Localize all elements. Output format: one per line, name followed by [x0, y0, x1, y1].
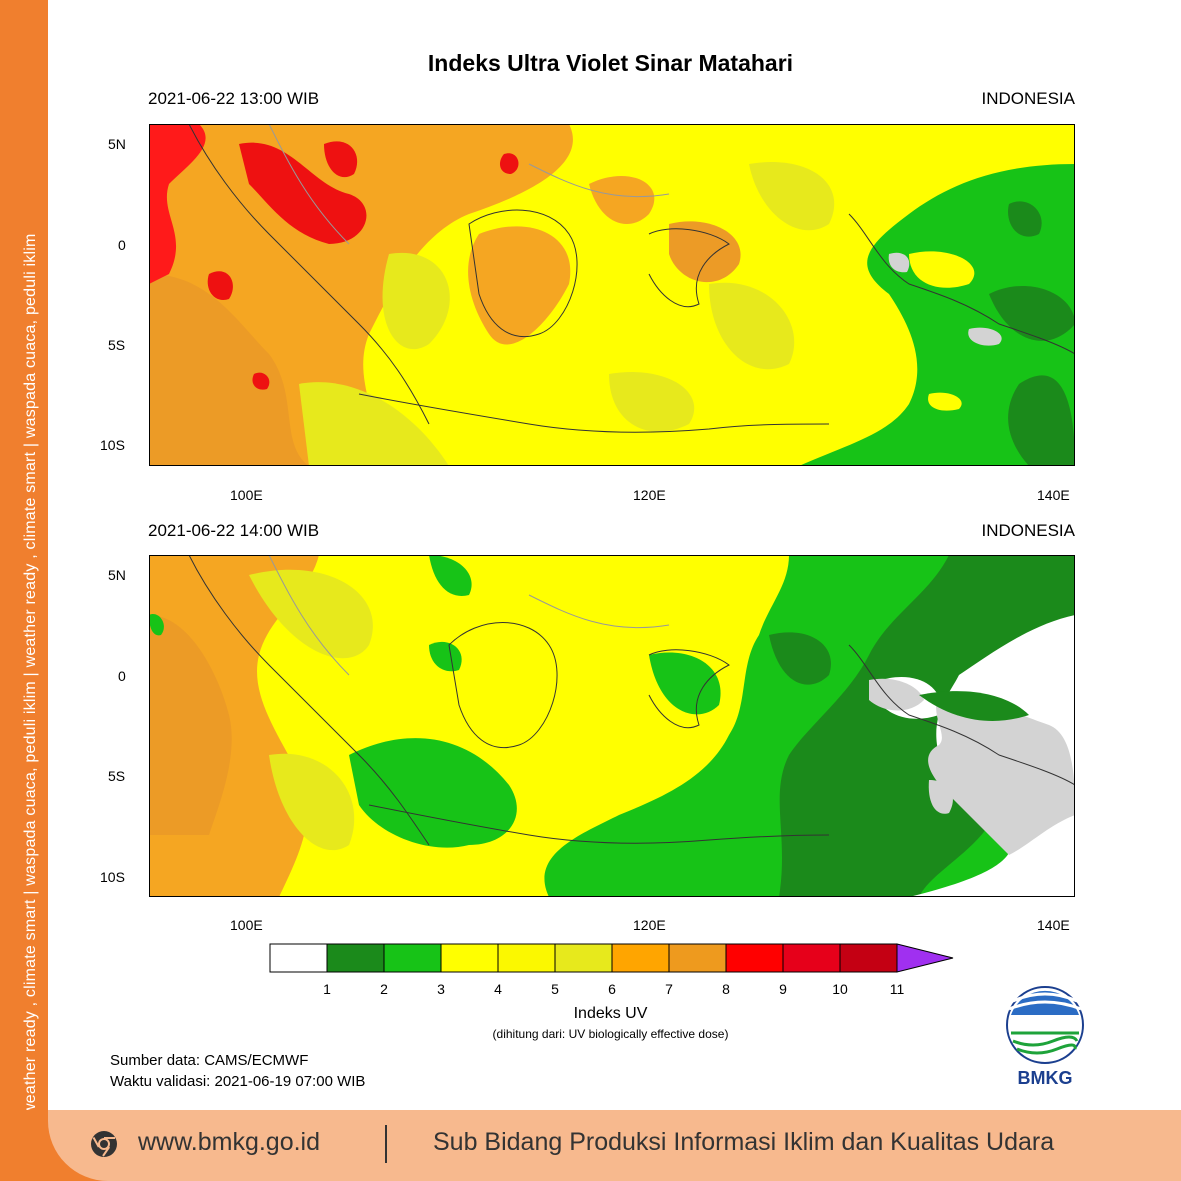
legend-tick-label: 2 [380, 981, 388, 997]
uv-color-legend: 1 2 3 4 5 6 7 8 9 10 11 [269, 943, 954, 997]
legend-swatch [269, 943, 328, 973]
validity-time: Waktu validasi: 2021-06-19 07:00 WIB [110, 1073, 366, 1090]
panel1-lon-tick: 100E [230, 487, 263, 503]
legend-subtitle: (dihitung dari: UV biologically effectiv… [492, 1027, 729, 1041]
legend-swatch [440, 943, 499, 973]
panel1-region-label: INDONESIA [981, 89, 1075, 108]
footer-panel [48, 1110, 1181, 1181]
panel2-region-label: INDONESIA [981, 521, 1075, 540]
panel2-lat-tick: 5S [108, 768, 126, 784]
panel2-lat-tick: 0 [118, 668, 126, 684]
legend-tick-label: 5 [551, 981, 559, 997]
legend-swatch [383, 943, 442, 973]
legend-swatch [725, 943, 784, 973]
globe-icon [91, 1131, 117, 1157]
panel1-time-label: 2021-06-22 13:00 WIB [148, 89, 320, 108]
panel1-lat-tick: 0 [118, 237, 126, 253]
legend-tick-label: 3 [437, 981, 445, 997]
footer-divider [385, 1125, 387, 1163]
legend-tick-label: 8 [722, 981, 730, 997]
legend-tick-label: 10 [832, 981, 848, 997]
bmkg-logo-text: BMKG [1017, 1068, 1073, 1088]
legend-swatch [497, 943, 556, 973]
bmkg-logo [1006, 986, 1084, 1064]
legend-swatch [326, 943, 385, 973]
legend-swatch [782, 943, 841, 973]
legend-tick-label: 9 [779, 981, 787, 997]
panel2-lon-tick: 100E [230, 917, 263, 933]
legend-tick-label: 7 [665, 981, 673, 997]
left-orange-band [0, 0, 48, 1181]
legend-tick-label: 1 [323, 981, 331, 997]
legend-swatch [611, 943, 670, 973]
legend-tick-label: 6 [608, 981, 616, 997]
legend-swatch [554, 943, 613, 973]
panel1-lon-tick: 140E [1037, 487, 1070, 503]
sidebar-tagline: weather ready , climate smart | waspada … [22, 233, 39, 1115]
panel1-lat-tick: 5N [108, 136, 126, 152]
map-panel-1400 [149, 555, 1075, 897]
legend-swatch [839, 943, 898, 973]
panel1-lon-tick: 120E [633, 487, 666, 503]
panel2-lat-tick: 10S [100, 869, 125, 885]
panel2-lat-tick: 5N [108, 567, 126, 583]
data-source: Sumber data: CAMS/ECMWF [110, 1052, 309, 1069]
panel2-lon-tick: 140E [1037, 917, 1070, 933]
legend-overflow-arrow [896, 943, 954, 973]
panel2-lon-tick: 120E [633, 917, 666, 933]
panel2-time-label: 2021-06-22 14:00 WIB [148, 521, 320, 540]
map-panel-1300 [149, 124, 1075, 466]
legend-tick-label: 4 [494, 981, 502, 997]
footer-website-link[interactable]: www.bmkg.go.id [138, 1128, 321, 1156]
page-title: Indeks Ultra Violet Sinar Matahari [427, 50, 794, 76]
legend-tick-label: 11 [890, 981, 905, 997]
legend-swatch [668, 943, 727, 973]
footer-department: Sub Bidang Produksi Informasi Iklim dan … [433, 1128, 1055, 1156]
panel1-lat-tick: 10S [100, 437, 125, 453]
panel1-lat-tick: 5S [108, 337, 126, 353]
legend-title: Indeks UV [573, 1005, 648, 1022]
